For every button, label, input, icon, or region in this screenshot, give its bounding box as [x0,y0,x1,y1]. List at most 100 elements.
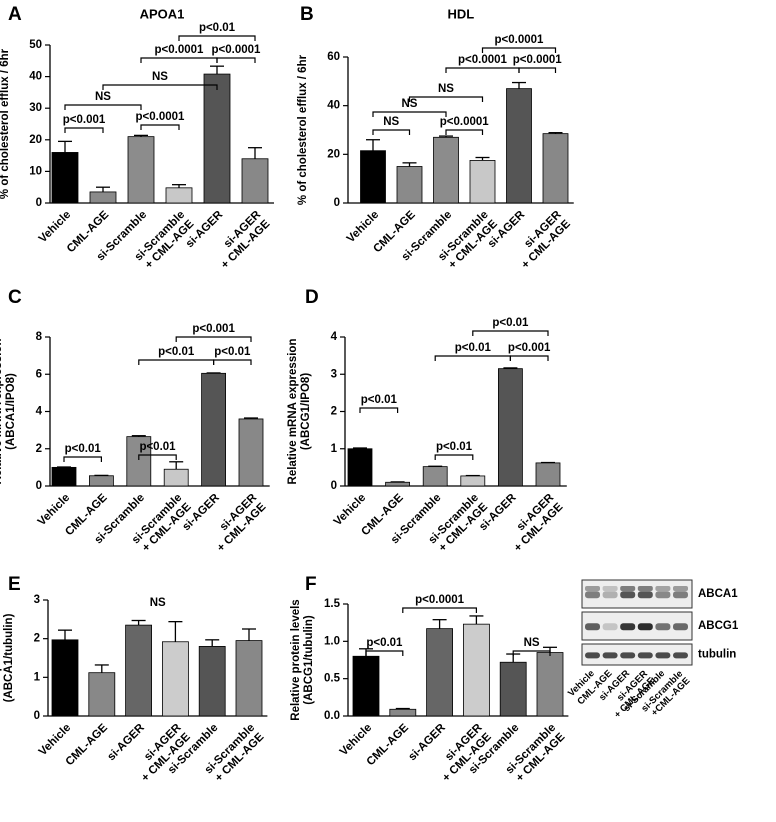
panel-letter: B [300,4,314,25]
x-tick-label: Vehicle [36,492,73,529]
y-tick-label: 1.5 [324,598,341,610]
panel: B HDL % of cholesterol efflux / 6hr 0 20 40 60… [297,4,574,271]
significance-label: p<0.0001 [415,594,465,606]
y-axis-label: Relative mRNA expression [0,339,4,485]
bar [203,73,231,204]
bar [422,466,448,487]
significance-bracket [102,84,218,90]
significance-bracket [138,454,177,460]
x-tick-label-group: si-AGER [105,721,147,763]
significance-bracket [372,129,411,135]
blot-band [602,652,618,659]
bar [165,187,193,204]
x-tick-label: si-AGER [105,721,147,763]
significance-bracket [365,650,404,656]
significance-label: p<0.01 [139,441,176,453]
y-tick-label: 0 [331,480,337,492]
panel-title: APOA1 [140,6,185,21]
significance-label: p<0.001 [192,323,235,335]
panel: C Relative mRNA expression(ABCA1/IPO8) 0 2 4… [0,287,270,554]
y-tick-label: 60 [327,51,340,63]
bar [506,88,532,204]
x-tick-label-group: Vehicle [37,209,74,246]
significance-label: p<0.0001 [155,44,205,56]
bar [396,166,423,204]
blot-band [637,591,653,599]
significance-label: p<0.01 [436,441,473,453]
bar [127,136,155,204]
significance-label: p<0.001 [63,114,106,126]
blot-row-label: ABCG1 [698,620,739,632]
significance-label: p<0.0001 [440,116,490,128]
panel-title: HDL [448,6,475,21]
y-tick-label: 20 [327,148,340,160]
bar [125,624,152,717]
y-axis-label: (ABCG1/tubulin) [303,615,315,705]
y-tick-label: 50 [29,39,42,51]
bar [126,436,152,487]
x-tick-label: Vehicle [332,492,369,529]
y-tick-label: 0 [334,197,340,209]
significance-bracket [445,67,520,73]
significance-bracket [359,407,399,413]
bar [88,672,116,717]
blot-band [673,586,688,591]
bar [51,152,79,204]
blot-band [585,586,600,591]
significance-label: p<0.0001 [513,54,563,66]
y-tick-label: 1 [331,443,338,455]
significance-bracket [213,359,252,365]
panel-letter: E [8,574,21,595]
y-tick-label: 4 [36,406,43,418]
bar [51,466,77,487]
panel-letter: C [8,287,22,308]
y-tick-label: 40 [29,71,42,83]
y-tick-label: 3 [331,368,337,380]
bar [426,628,454,717]
bar [347,448,373,487]
significance-bracket [512,650,551,656]
blot-band [585,623,600,631]
y-tick-label: 0 [34,710,40,722]
significance-label: NS [95,91,111,103]
significance-label: p<0.01 [65,443,102,455]
y-tick-label: 1 [34,671,41,683]
x-tick-label-group: si-AGER [406,721,448,763]
significance-bracket [63,456,102,462]
significance-bracket [140,57,218,63]
y-tick-label: 4 [331,331,338,343]
y-axis-label: % of cholesterol efflux / 6hr [297,54,309,205]
bar [89,475,114,487]
panel-letter: F [305,574,317,595]
y-axis-label: Relative protein levels [0,597,2,718]
bar [469,160,496,204]
significance-bracket [216,57,256,63]
blot-band [602,623,618,631]
y-tick-label: 0 [36,197,42,209]
significance-label: p<0.0001 [136,111,186,123]
y-tick-label: 2 [34,633,40,645]
significance-label: NS [383,116,399,128]
bar [201,372,227,487]
significance-label: p<0.0001 [458,54,508,66]
bar [460,475,486,487]
bar [462,623,490,717]
bar [385,481,411,487]
y-tick-label: 1.0 [324,635,340,647]
x-tick-label-group: Vehicle [338,722,375,759]
x-tick-label-group: Vehicle [332,492,369,529]
x-tick-label-group: Vehicle [36,492,73,529]
blot-band [620,623,636,631]
blot-row-label: ABCA1 [698,588,738,600]
bar [389,708,417,717]
significance-bracket [445,129,484,135]
bar [542,133,569,204]
significance-bracket [64,104,142,110]
x-tick-label: Vehicle [345,209,382,246]
bar [163,468,189,487]
blot-band [655,586,671,591]
blot-band [585,652,600,659]
blot-band [602,586,618,591]
bar [499,661,527,717]
